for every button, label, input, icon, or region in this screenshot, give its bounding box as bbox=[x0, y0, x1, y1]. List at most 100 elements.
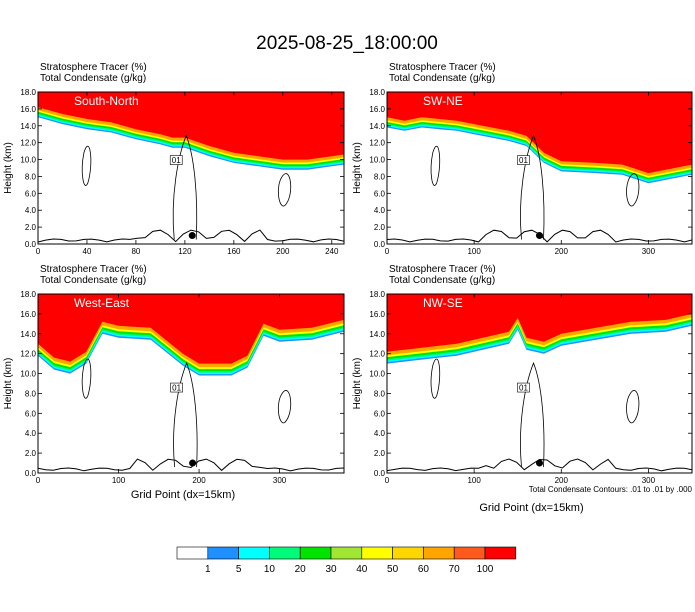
y-tick-label: 16.0 bbox=[369, 105, 385, 114]
contour-label: 01 bbox=[519, 384, 528, 393]
y-tick-label: 14.0 bbox=[20, 330, 36, 339]
y-tick-label: 4.0 bbox=[25, 206, 37, 215]
y-axis-label: Height (km) bbox=[352, 358, 363, 410]
cross-section-center-marker bbox=[536, 459, 543, 467]
y-tick-label: 16.0 bbox=[20, 310, 36, 319]
plot-frame bbox=[37, 91, 345, 245]
colorbar-swatch bbox=[453, 546, 486, 560]
plot-layers bbox=[387, 294, 692, 472]
colorbar-label: 20 bbox=[295, 564, 307, 575]
condensate-contour bbox=[430, 358, 441, 399]
tracer-band bbox=[387, 92, 692, 174]
x-tick-label: 100 bbox=[112, 476, 126, 485]
x-tick-label: 0 bbox=[385, 247, 390, 256]
panel-header-tracer: Stratosphere Tracer (%) bbox=[389, 264, 496, 275]
y-tick-label: 16.0 bbox=[20, 105, 36, 114]
x-tick-label: 200 bbox=[276, 247, 290, 256]
contour-label-box bbox=[169, 155, 183, 165]
y-tick-label: 10.0 bbox=[369, 156, 385, 165]
colorbar-swatch bbox=[299, 546, 332, 560]
y-tick-label: 18.0 bbox=[20, 88, 36, 97]
colorbar-label: 70 bbox=[449, 564, 461, 575]
colorbar-swatch bbox=[238, 546, 270, 560]
x-tick-label: 200 bbox=[555, 476, 569, 485]
y-tick-label: 0.0 bbox=[25, 240, 37, 249]
condensate-contour bbox=[430, 145, 441, 186]
panel-1: Stratosphere Tracer (%)Total Condensate … bbox=[3, 62, 345, 256]
y-tick-label: 6.0 bbox=[374, 189, 386, 198]
colorbar-label: 10 bbox=[264, 564, 276, 575]
y-axis-label: Height (km) bbox=[3, 358, 14, 410]
y-tick-label: 6.0 bbox=[374, 409, 386, 418]
x-axis-label: Grid Point (dx=15km) bbox=[131, 489, 235, 501]
condensate-contour bbox=[277, 173, 292, 207]
x-tick-label: 0 bbox=[385, 476, 390, 485]
panel-header-tracer: Stratosphere Tracer (%) bbox=[389, 62, 496, 73]
colorbar-label: 5 bbox=[236, 564, 242, 575]
x-tick-label: 40 bbox=[83, 247, 92, 256]
colorbar-label: 1 bbox=[205, 564, 211, 575]
colorbar-swatch bbox=[423, 546, 455, 560]
colorbar-swatch bbox=[361, 546, 393, 560]
y-tick-label: 0.0 bbox=[374, 240, 386, 249]
colorbar-swatch bbox=[484, 546, 517, 560]
plot-frame bbox=[386, 91, 693, 245]
colorbar-label: 60 bbox=[418, 564, 430, 575]
y-tick-label: 2.0 bbox=[25, 449, 37, 458]
panel-label: West-East bbox=[74, 296, 130, 310]
terrain-line bbox=[387, 458, 692, 472]
plot-layers bbox=[38, 294, 344, 472]
contour-label: 01 bbox=[519, 156, 528, 165]
y-tick-label: 6.0 bbox=[25, 189, 37, 198]
panel-header-tracer: Stratosphere Tracer (%) bbox=[40, 62, 147, 73]
contour-label-box bbox=[170, 382, 183, 393]
y-tick-label: 8.0 bbox=[374, 172, 386, 181]
y-tick-label: 2.0 bbox=[374, 449, 386, 458]
condensate-contour bbox=[277, 390, 292, 424]
y-tick-label: 8.0 bbox=[374, 389, 386, 398]
y-axis-label: Height (km) bbox=[352, 142, 363, 194]
plot-layers bbox=[387, 92, 692, 243]
y-tick-label: 0.0 bbox=[25, 469, 37, 478]
y-axis-label: Height (km) bbox=[3, 142, 14, 194]
colorbar-swatch bbox=[330, 546, 363, 560]
x-tick-label: 100 bbox=[467, 476, 481, 485]
colorbar-label: 50 bbox=[387, 564, 399, 575]
x-tick-label: 300 bbox=[642, 247, 656, 256]
x-tick-label: 0 bbox=[36, 476, 41, 485]
colorbar-label: 40 bbox=[356, 564, 368, 575]
colorbar: 1 5 10 20 30 40 50 60 70 100 bbox=[176, 546, 517, 575]
condensate-contour bbox=[173, 361, 198, 468]
y-tick-label: 4.0 bbox=[374, 206, 386, 215]
y-tick-label: 4.0 bbox=[25, 429, 37, 438]
x-tick-label: 0 bbox=[36, 247, 41, 256]
cross-section-center-marker bbox=[188, 232, 196, 240]
condensate-contour bbox=[520, 361, 545, 468]
panels: Stratosphere Tracer (%)Total Condensate … bbox=[3, 62, 693, 514]
colorbar-swatch bbox=[207, 546, 239, 560]
colorbar-label: 30 bbox=[325, 564, 337, 575]
panel-header-condensate: Total Condensate (g/kg) bbox=[40, 275, 146, 286]
panel-4: Stratosphere Tracer (%) Total Condensate … bbox=[352, 264, 693, 514]
x-tick-label: 100 bbox=[467, 247, 481, 256]
terrain-line bbox=[38, 458, 344, 472]
y-tick-label: 0.0 bbox=[374, 469, 386, 478]
x-tick-label: 200 bbox=[555, 247, 569, 256]
panel-header-tracer: Stratosphere Tracer (%) bbox=[40, 264, 147, 275]
x-tick-label: 240 bbox=[325, 247, 339, 256]
x-axis-label: Grid Point (dx=15km) bbox=[479, 502, 583, 514]
contour-note: Total Condensate Contours: .01 to .01 by… bbox=[529, 485, 693, 494]
y-tick-label: 10.0 bbox=[20, 156, 36, 165]
y-tick-label: 10.0 bbox=[20, 370, 36, 379]
y-tick-label: 12.0 bbox=[369, 139, 385, 148]
y-tick-label: 18.0 bbox=[369, 88, 385, 97]
plot-frame bbox=[37, 293, 345, 474]
y-tick-label: 4.0 bbox=[374, 429, 386, 438]
x-tick-label: 160 bbox=[227, 247, 241, 256]
terrain-line bbox=[38, 229, 344, 243]
condensate-contour bbox=[520, 134, 545, 240]
condensate-contour bbox=[626, 390, 640, 424]
y-tick-label: 8.0 bbox=[25, 389, 37, 398]
y-tick-label: 18.0 bbox=[20, 290, 36, 299]
